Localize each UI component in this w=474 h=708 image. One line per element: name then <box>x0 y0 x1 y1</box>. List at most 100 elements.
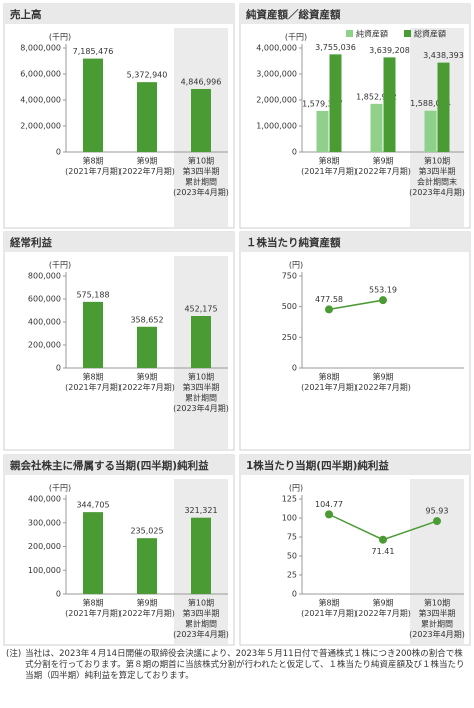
x-tick-label: 第9期 <box>136 372 157 382</box>
value-label: 1,588,094 <box>410 99 451 108</box>
x-tick-label: (2022年7月期) <box>119 166 175 176</box>
bar <box>329 54 342 152</box>
bar <box>191 315 211 368</box>
unit-label: (円) <box>289 484 303 493</box>
x-tick-label: (2021年7月期) <box>301 608 357 618</box>
chart-title: １株当たり純資産額 <box>246 236 341 249</box>
x-tick-label: 第3四半期 <box>182 166 219 176</box>
bar <box>383 57 396 152</box>
footnote-text: 当社は、2023年４月14日開催の取締役会決議により、2023年５月11日付で普… <box>25 649 465 681</box>
bar <box>137 538 157 594</box>
y-tick-label: 800,000 <box>28 272 61 281</box>
x-tick-label: 第8期 <box>318 156 339 166</box>
y-tick-label: 500 <box>282 302 297 311</box>
legend-swatch <box>404 30 411 37</box>
x-tick-label: 第9期 <box>372 598 393 608</box>
y-tick-label: 0 <box>56 148 61 157</box>
y-tick-label: 75 <box>287 533 297 542</box>
panel <box>239 231 471 451</box>
x-tick-label: 第3四半期 <box>182 608 219 618</box>
value-label: 95.93 <box>426 507 449 516</box>
y-tick-label: 2,000,000 <box>20 122 61 131</box>
footnote: (注) 当社は、2023年４月14日開催の取締役会決議により、2023年５月11… <box>6 649 468 682</box>
marker <box>325 305 333 314</box>
x-tick-label: (2023年4月期) <box>173 187 229 197</box>
value-label: 3,438,393 <box>423 51 464 60</box>
x-tick-label: (2021年7月期) <box>65 166 121 176</box>
value-label: 3,639,208 <box>369 46 410 55</box>
value-label: 7,185,476 <box>73 47 114 56</box>
value-label: 235,025 <box>130 527 163 536</box>
title-bar <box>240 455 470 475</box>
title-bar <box>4 232 234 252</box>
legend-label: 総資産額 <box>414 29 446 39</box>
bar <box>437 62 450 152</box>
y-tick-label: 25 <box>287 571 297 580</box>
legend-swatch <box>346 30 353 37</box>
x-tick-label: 第3四半期 <box>418 166 455 176</box>
x-tick-label: (2022年7月期) <box>355 166 411 176</box>
x-tick-label: 第10期 <box>188 598 214 608</box>
x-tick-label: 第10期 <box>188 156 214 166</box>
value-label: 553.19 <box>369 286 397 295</box>
value-label: 5,372,940 <box>127 71 168 80</box>
x-tick-label: 第9期 <box>372 156 393 166</box>
unit-label: (千円) <box>49 32 71 42</box>
y-tick-label: 400,000 <box>28 318 61 327</box>
x-tick-label: 第9期 <box>372 372 393 382</box>
bar <box>316 110 329 152</box>
value-label: 3,755,036 <box>315 43 356 52</box>
bar <box>83 301 103 368</box>
x-tick-label: 第8期 <box>82 156 103 166</box>
y-tick-label: 0 <box>56 590 61 599</box>
unit-label: (千円) <box>285 32 307 42</box>
title-bar <box>240 4 470 24</box>
x-tick-label: 第3四半期 <box>418 608 455 618</box>
y-tick-label: 50 <box>287 552 297 561</box>
y-tick-label: 0 <box>56 364 61 373</box>
y-tick-label: 100 <box>282 514 297 523</box>
chart-title: 売上高 <box>10 8 42 21</box>
marker <box>433 517 441 526</box>
title-bar <box>240 232 470 252</box>
bar <box>191 88 211 152</box>
x-tick-label: (2023年4月期) <box>409 187 465 197</box>
y-tick-label: 2,000,000 <box>256 96 297 105</box>
value-label: 104.77 <box>315 500 343 509</box>
bar <box>83 512 103 594</box>
value-label: 1,852,952 <box>356 92 397 101</box>
y-tick-label: 200,000 <box>28 542 61 551</box>
x-tick-label: 第9期 <box>136 156 157 166</box>
chart-title: 純資産額／総資産額 <box>246 8 341 21</box>
x-tick-label: (2021年7月期) <box>301 382 357 392</box>
bar <box>137 82 157 152</box>
y-tick-label: 100,000 <box>28 566 61 575</box>
x-tick-label: 第8期 <box>82 372 103 382</box>
y-tick-label: 0 <box>292 590 297 599</box>
x-tick-label: (2021年7月期) <box>65 608 121 618</box>
x-tick-label: 第10期 <box>424 156 450 166</box>
chart-title: 経常利益 <box>10 236 52 249</box>
y-tick-label: 200,000 <box>28 341 61 350</box>
x-tick-label: (2022年7月期) <box>355 608 411 618</box>
marker <box>379 535 387 544</box>
y-tick-label: 6,000,000 <box>20 70 61 79</box>
x-tick-label: 第8期 <box>318 598 339 608</box>
y-tick-label: 300,000 <box>28 518 61 527</box>
title-bar <box>4 455 234 475</box>
chart-title: 親会社株主に帰属する当期(四半期)純利益 <box>10 459 209 472</box>
x-tick-label: (2022年7月期) <box>119 382 175 392</box>
highlight-band <box>410 28 464 227</box>
value-label: 452,175 <box>184 304 217 313</box>
value-label: 321,321 <box>184 506 217 515</box>
bar <box>191 517 211 594</box>
x-tick-label: (2022年7月期) <box>355 382 411 392</box>
value-label: 575,188 <box>76 290 109 299</box>
y-tick-label: 4,000,000 <box>20 96 61 105</box>
value-label: 477.58 <box>315 295 343 304</box>
y-tick-label: 3,000,000 <box>256 70 297 79</box>
marker <box>379 296 387 305</box>
x-tick-label: (2021年7月期) <box>301 166 357 176</box>
y-tick-label: 1,000,000 <box>256 122 297 131</box>
